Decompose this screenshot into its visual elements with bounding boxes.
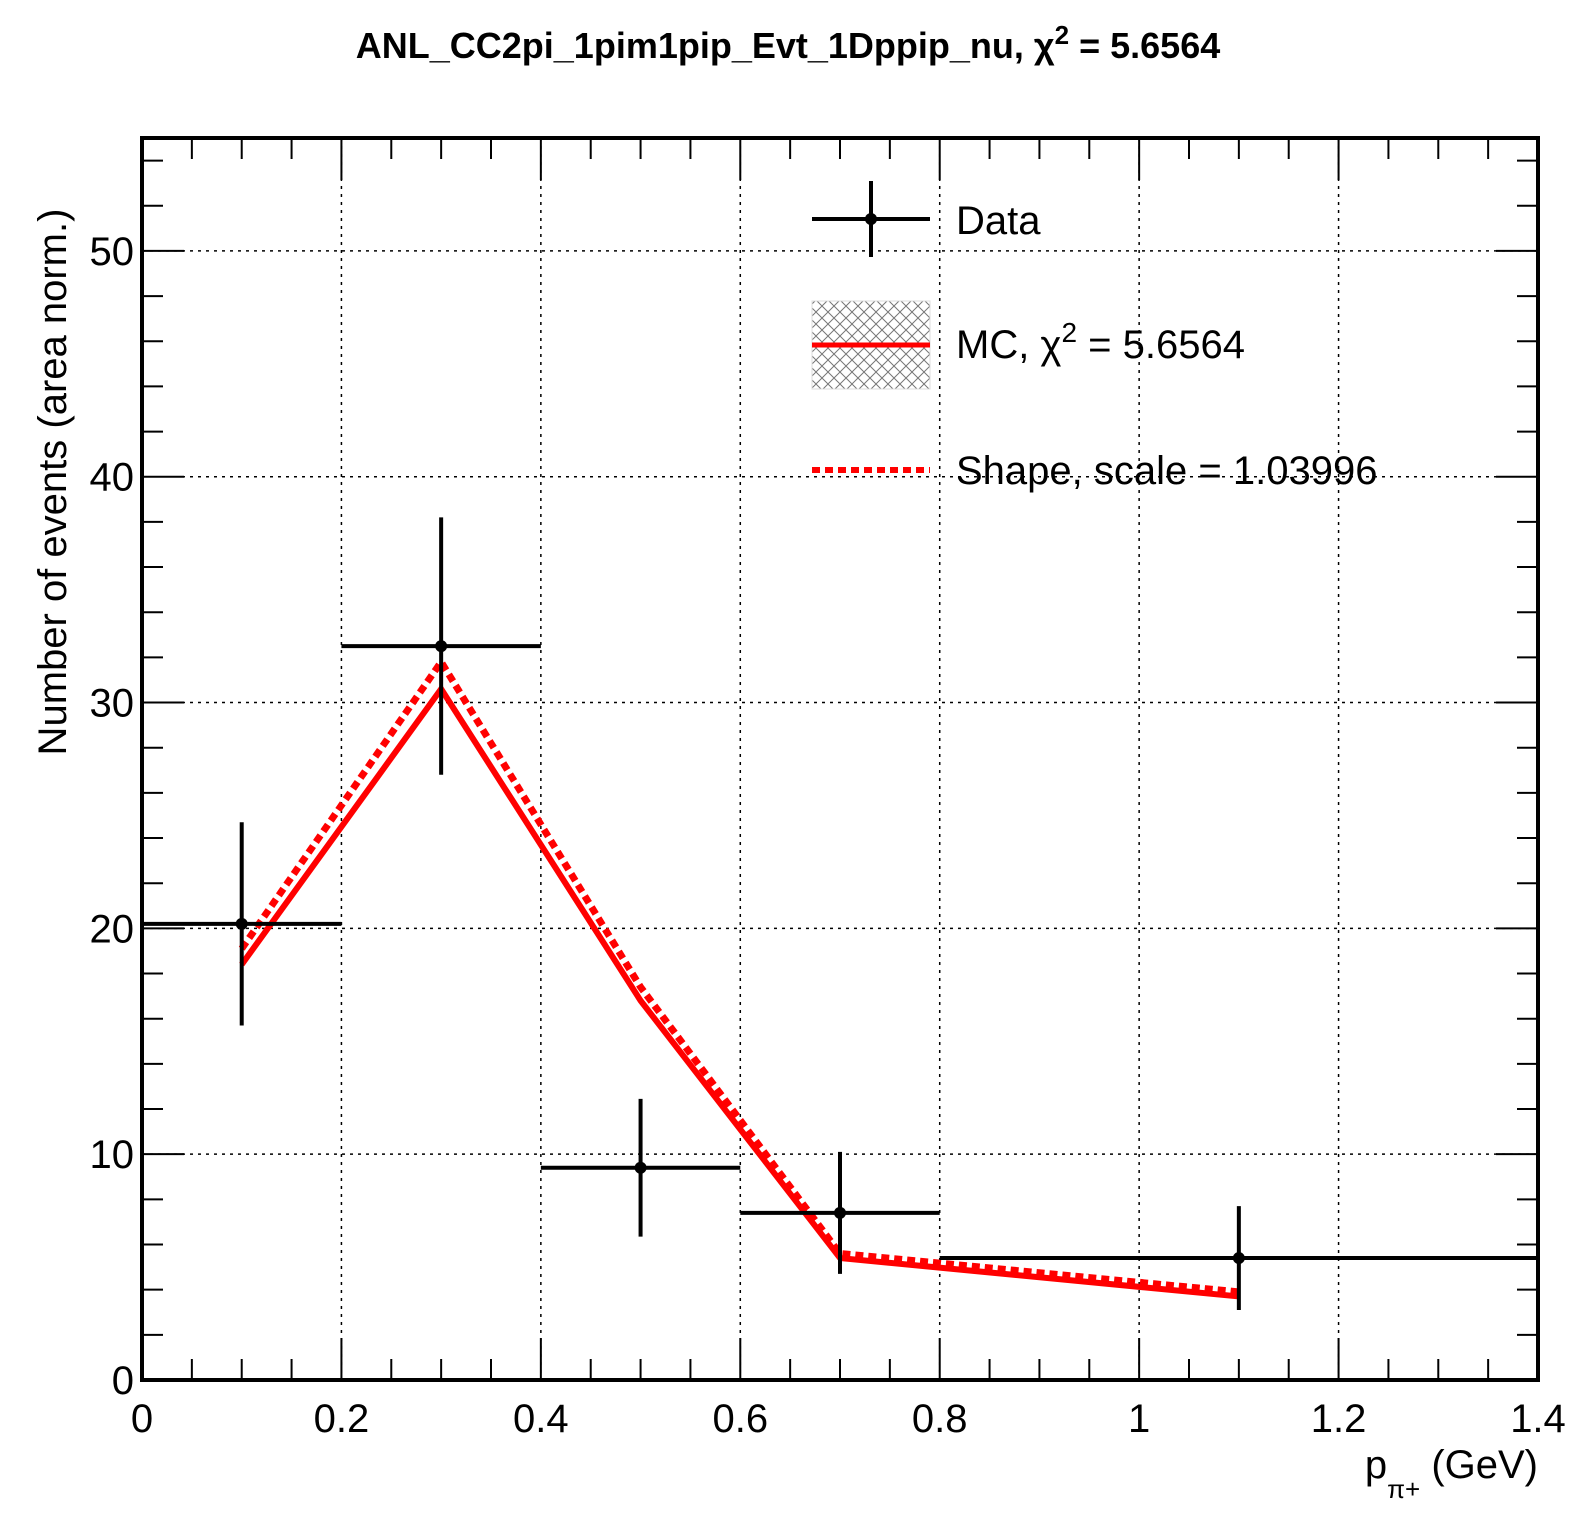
- data-series: [142, 517, 1538, 1310]
- legend-label-data: Data: [956, 199, 1041, 243]
- x-axis-ticks: 0 0.2 0.4 0.6 0.8 1 1.2 1.4: [131, 138, 1566, 1441]
- mc-series: [239, 683, 1240, 1300]
- legend-mc-marker: [811, 300, 931, 390]
- grid: [142, 138, 1538, 1380]
- x-tick-label: 1: [1128, 1397, 1150, 1441]
- x-tick-label: 0.2: [314, 1397, 370, 1441]
- chart-title: ANL_CC2pi_1pim1pip_Evt_1Dppip_nu, χ2 = 5…: [356, 20, 1220, 66]
- shape-line: [238, 655, 1240, 1296]
- data-marker: [634, 1161, 647, 1174]
- legend: Data MC, χ2 = 5.6564 Shape, scale = 1.03…: [811, 181, 1377, 493]
- data-point: [939, 1206, 1538, 1310]
- legend-label-shape: Shape, scale = 1.03996: [956, 449, 1377, 493]
- data-marker: [1232, 1252, 1245, 1265]
- y-axis-label: Number of events (area norm.): [31, 209, 75, 756]
- legend-data-marker: [812, 181, 930, 257]
- y-tick-label: 50: [90, 230, 135, 274]
- data-point: [341, 517, 541, 775]
- x-tick-label: 1.4: [1510, 1397, 1566, 1441]
- y-tick-label: 10: [90, 1133, 135, 1177]
- data-point: [740, 1151, 940, 1274]
- x-tick-label: 0: [131, 1397, 153, 1441]
- x-tick-label: 0.4: [513, 1397, 569, 1441]
- mc-line: [239, 683, 1240, 1300]
- y-axis-ticks: 0 10 20 30 40 50: [90, 159, 1538, 1403]
- x-tick-label: 0.8: [912, 1397, 968, 1441]
- y-tick-label: 40: [90, 456, 135, 500]
- x-tick-label: 0.6: [712, 1397, 768, 1441]
- x-axis-label: pπ+ (GeV): [1365, 1443, 1538, 1504]
- y-tick-label: 20: [90, 907, 135, 951]
- data-marker: [834, 1206, 846, 1219]
- y-tick-label: 0: [112, 1359, 134, 1403]
- data-point: [540, 1098, 741, 1237]
- y-tick-label: 30: [90, 682, 135, 726]
- x-tick-label: 1.2: [1311, 1397, 1367, 1441]
- shape-series: [238, 655, 1240, 1296]
- data-marker: [435, 640, 448, 653]
- legend-label-mc: MC, χ2 = 5.6564: [956, 317, 1245, 367]
- data-point: [142, 822, 342, 1026]
- data-marker: [235, 917, 248, 930]
